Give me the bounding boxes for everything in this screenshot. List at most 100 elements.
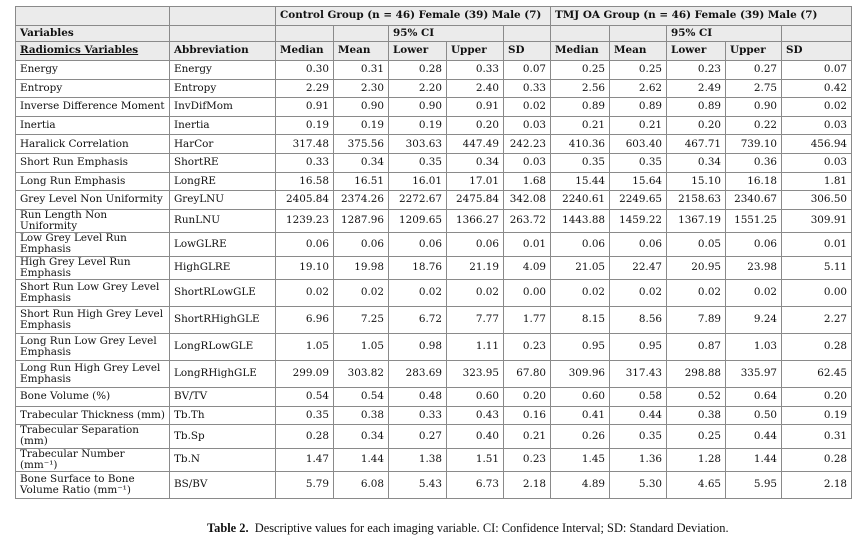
oa-sd-cell: 0.28 bbox=[781, 332, 853, 361]
table-row: Long Run Low Grey Level Emphasis LongRLow… bbox=[15, 332, 853, 361]
control-sd-cell: 0.20 bbox=[502, 386, 552, 407]
abbreviation-cell: Tb.Sp bbox=[169, 424, 276, 449]
table-row: Bone Surface to Bone Volume Ratio (mm⁻¹)… bbox=[15, 470, 853, 499]
oa-median-cell: 0.06 bbox=[550, 232, 611, 257]
descriptive-values-table: Control Group (n = 46) Female (39) Male … bbox=[15, 6, 853, 499]
header-blank-o-median bbox=[550, 25, 611, 42]
oa-mean-cell: 2.62 bbox=[609, 78, 668, 99]
variable-name-cell: Low Grey Level Run Emphasis bbox=[15, 232, 170, 257]
variable-name-cell: Inertia bbox=[15, 115, 170, 136]
oa-sd-cell: 0.00 bbox=[781, 278, 853, 307]
oa-sd-cell: 62.45 bbox=[781, 359, 853, 388]
oa-upper-cell: 0.44 bbox=[725, 424, 783, 449]
control-sd-cell: 0.23 bbox=[502, 332, 552, 361]
oa-median-cell: 309.96 bbox=[550, 359, 611, 388]
table-row: Trabecular Thickness (mm) Tb.Th 0.35 0.38 0.… bbox=[15, 405, 853, 426]
control-lower-cell: 2.20 bbox=[388, 78, 447, 99]
header-oa-sd: SD bbox=[781, 41, 853, 61]
table-row: Run Length Non Uniformity RunLNU 1239.23 12… bbox=[15, 208, 853, 234]
control-upper-cell: 447.49 bbox=[446, 134, 504, 154]
control-median-cell: 2.29 bbox=[275, 78, 334, 99]
header-oa-group: TMJ OA Group (n = 46) Female (39) Male (… bbox=[550, 6, 853, 26]
oa-mean-cell: 0.58 bbox=[609, 386, 668, 407]
control-lower-cell: 2272.67 bbox=[388, 190, 447, 210]
oa-mean-cell: 1459.22 bbox=[609, 208, 668, 234]
oa-median-cell: 21.05 bbox=[550, 255, 611, 280]
oa-upper-cell: 0.50 bbox=[725, 405, 783, 426]
control-median-cell: 0.06 bbox=[275, 232, 334, 257]
header-blank-c-median bbox=[275, 25, 334, 42]
oa-upper-cell: 2340.67 bbox=[725, 190, 783, 210]
abbreviation-cell: ShortRHighGLE bbox=[169, 305, 276, 334]
oa-upper-cell: 0.36 bbox=[725, 152, 783, 173]
oa-upper-cell: 0.22 bbox=[725, 115, 783, 136]
control-median-cell: 0.33 bbox=[275, 152, 334, 173]
variable-name-cell: Run Length Non Uniformity bbox=[15, 208, 170, 234]
oa-lower-cell: 0.52 bbox=[666, 386, 727, 407]
oa-lower-cell: 0.02 bbox=[666, 278, 727, 307]
control-upper-cell: 1.11 bbox=[446, 332, 504, 361]
oa-sd-cell: 0.28 bbox=[781, 447, 853, 472]
oa-lower-cell: 0.23 bbox=[666, 60, 727, 80]
control-upper-cell: 0.20 bbox=[446, 115, 504, 136]
control-upper-cell: 0.40 bbox=[446, 424, 504, 449]
control-upper-cell: 21.19 bbox=[446, 255, 504, 280]
abbreviation-cell: BV/TV bbox=[169, 386, 276, 407]
variable-name-cell: Trabecular Thickness (mm) bbox=[15, 405, 170, 426]
oa-upper-cell: 0.64 bbox=[725, 386, 783, 407]
control-mean-cell: 0.19 bbox=[333, 115, 389, 136]
table-row: Low Grey Level Run Emphasis LowGLRE 0.06 0.… bbox=[15, 232, 853, 257]
oa-sd-cell: 0.01 bbox=[781, 232, 853, 257]
control-mean-cell: 6.08 bbox=[333, 470, 389, 499]
control-upper-cell: 17.01 bbox=[446, 171, 504, 192]
control-sd-cell: 2.18 bbox=[502, 470, 552, 499]
oa-mean-cell: 0.06 bbox=[609, 232, 668, 257]
control-upper-cell: 7.77 bbox=[446, 305, 504, 334]
control-lower-cell: 283.69 bbox=[388, 359, 447, 388]
oa-sd-cell: 1.81 bbox=[781, 171, 853, 192]
control-mean-cell: 16.51 bbox=[333, 171, 389, 192]
abbreviation-cell: Entropy bbox=[169, 78, 276, 99]
oa-lower-cell: 2158.63 bbox=[666, 190, 727, 210]
control-lower-cell: 18.76 bbox=[388, 255, 447, 280]
control-mean-cell: 0.54 bbox=[333, 386, 389, 407]
control-median-cell: 1.05 bbox=[275, 332, 334, 361]
control-lower-cell: 303.63 bbox=[388, 134, 447, 154]
table-row: Short Run High Grey Level Emphasis ShortR… bbox=[15, 305, 853, 334]
oa-lower-cell: 298.88 bbox=[666, 359, 727, 388]
control-mean-cell: 0.34 bbox=[333, 424, 389, 449]
oa-sd-cell: 0.19 bbox=[781, 405, 853, 426]
table-row: Grey Level Non Uniformity GreyLNU 2405.84 2… bbox=[15, 190, 853, 210]
control-sd-cell: 1.68 bbox=[502, 171, 552, 192]
caption-label: Table 2. bbox=[207, 521, 249, 535]
control-lower-cell: 16.01 bbox=[388, 171, 447, 192]
control-median-cell: 0.30 bbox=[275, 60, 334, 80]
oa-median-cell: 15.44 bbox=[550, 171, 611, 192]
variable-name-cell: Long Run Low Grey Level Emphasis bbox=[15, 332, 170, 361]
oa-lower-cell: 15.10 bbox=[666, 171, 727, 192]
oa-lower-cell: 0.25 bbox=[666, 424, 727, 449]
oa-lower-cell: 467.71 bbox=[666, 134, 727, 154]
oa-median-cell: 2.56 bbox=[550, 78, 611, 99]
control-median-cell: 5.79 bbox=[275, 470, 334, 499]
oa-upper-cell: 1551.25 bbox=[725, 208, 783, 234]
control-sd-cell: 0.07 bbox=[502, 60, 552, 80]
abbreviation-cell: Inertia bbox=[169, 115, 276, 136]
table-row: Bone Volume (%) BV/TV 0.54 0.54 0.48 0.60 0.20… bbox=[15, 386, 853, 407]
control-sd-cell: 0.02 bbox=[502, 97, 552, 117]
oa-median-cell: 4.89 bbox=[550, 470, 611, 499]
oa-sd-cell: 0.03 bbox=[781, 152, 853, 173]
oa-mean-cell: 603.40 bbox=[609, 134, 668, 154]
control-sd-cell: 0.16 bbox=[502, 405, 552, 426]
table-row: Trabecular Separation (mm) Tb.Sp 0.28 0.34 0… bbox=[15, 424, 853, 449]
control-upper-cell: 0.34 bbox=[446, 152, 504, 173]
control-mean-cell: 375.56 bbox=[333, 134, 389, 154]
oa-median-cell: 0.41 bbox=[550, 405, 611, 426]
abbreviation-cell: Tb.N bbox=[169, 447, 276, 472]
control-median-cell: 0.91 bbox=[275, 97, 334, 117]
oa-lower-cell: 4.65 bbox=[666, 470, 727, 499]
header-blank-o-sd bbox=[781, 25, 853, 42]
oa-sd-cell: 309.91 bbox=[781, 208, 853, 234]
control-mean-cell: 1.44 bbox=[333, 447, 389, 472]
control-sd-cell: 0.03 bbox=[502, 115, 552, 136]
